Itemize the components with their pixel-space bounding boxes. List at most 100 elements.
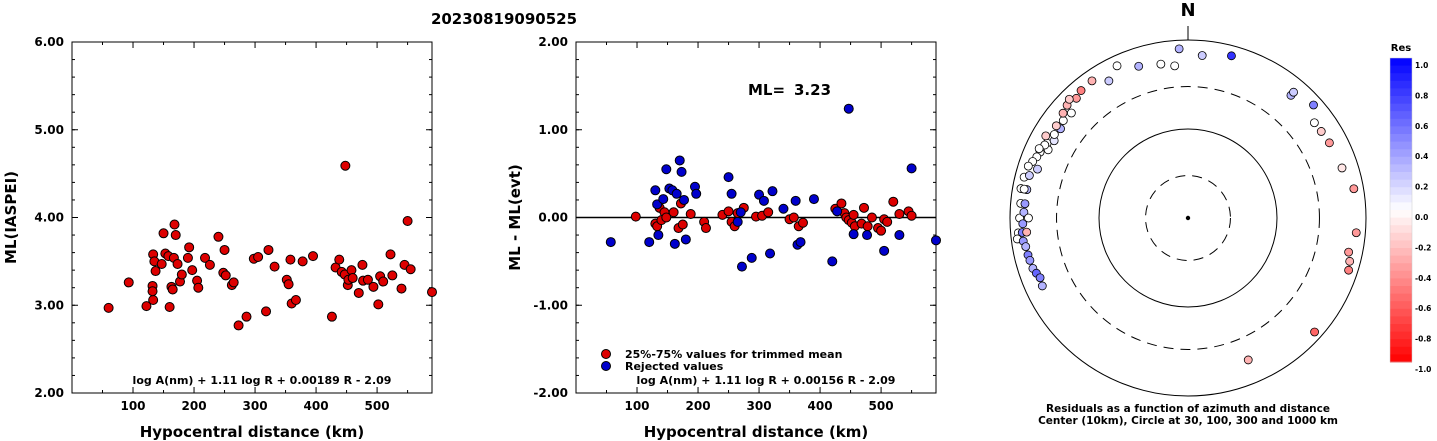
rejected-point	[795, 237, 806, 248]
y-tick-label: -2.00	[533, 386, 568, 400]
azimuth-residual-polar-plot: N Residuals as a function of azimuth and …	[1009, 0, 1431, 427]
ml-data-point	[204, 259, 215, 270]
colorbar-segment	[1390, 187, 1412, 196]
colorbar-tick-label: -0.6	[1415, 304, 1431, 313]
legend-label-trimmed: 25%-75% values for trimmed mean	[625, 348, 842, 361]
ml-data-point	[241, 311, 252, 322]
rejected-point	[605, 237, 616, 248]
station-residual-point	[1020, 199, 1030, 209]
figure-title: 20230819090525	[431, 10, 577, 28]
x-tick-label: 200	[182, 399, 207, 413]
ml-data-point	[334, 254, 345, 265]
rejected-point	[906, 163, 917, 174]
ml-annotation-label: ML=	[748, 81, 785, 99]
rejected-point	[671, 188, 682, 199]
station-residual-point	[1087, 76, 1097, 86]
colorbar-segment	[1390, 179, 1412, 188]
station-residual-point	[1349, 184, 1359, 194]
circle-300km	[1056, 86, 1320, 350]
y-tick-label: 2.00	[34, 386, 64, 400]
ml-data-point	[326, 311, 337, 322]
colorbar-segment	[1390, 324, 1412, 333]
formula-label: log A(nm) + 1.11 log R + 0.00156 R - 2.0…	[637, 374, 896, 387]
formula-label: log A(nm) + 1.11 log R + 0.00189 R - 2.0…	[133, 374, 392, 387]
colorbar-segment	[1390, 149, 1412, 158]
rejected-point	[653, 230, 664, 241]
ml-data-point	[378, 276, 389, 287]
ml-data-point	[405, 264, 416, 275]
x-tick-label: 100	[624, 399, 649, 413]
rejected-point	[808, 194, 819, 205]
station-residual-point	[1019, 184, 1029, 194]
station-residual-point	[1337, 163, 1347, 173]
station-residual-point	[1289, 87, 1298, 97]
x-tick-label: 400	[808, 399, 833, 413]
rejected-point	[661, 164, 672, 175]
station-residual-point	[1174, 44, 1184, 54]
colorbar-segment	[1390, 301, 1412, 310]
ml-data-point	[164, 302, 175, 313]
rejected-point	[862, 230, 873, 241]
station-residual-point	[1021, 242, 1031, 252]
ml-data-point	[167, 284, 178, 295]
colorbar-tick-label: 0.0	[1415, 213, 1428, 222]
colorbar-segment	[1390, 156, 1412, 165]
ml-data-point	[172, 259, 183, 270]
ml-data-point	[228, 277, 239, 288]
colorbar-tick-label: 0.2	[1415, 183, 1428, 192]
y-axis-label: ML(IASPEI)	[2, 171, 20, 264]
y-tick-label: 0.00	[538, 211, 568, 225]
colorbar-segment	[1390, 316, 1412, 325]
colorbar-segment	[1390, 194, 1412, 203]
plot-frame	[71, 41, 433, 394]
station-residual-point	[1309, 118, 1319, 128]
ml-data-point	[187, 265, 198, 276]
colorbar-segment	[1390, 103, 1412, 112]
ml-data-point	[362, 274, 373, 285]
station-residual-point	[1324, 138, 1334, 148]
rejected-point	[758, 195, 769, 206]
x-tick-label: 100	[120, 399, 145, 413]
rejected-point	[767, 186, 778, 197]
rejected-point	[931, 235, 941, 246]
station-residual-point	[1022, 227, 1032, 237]
station-residual-point	[1049, 130, 1059, 139]
colorbar-segment	[1390, 278, 1412, 287]
polar-caption-line1: Residuals as a function of azimuth and d…	[1046, 403, 1330, 415]
station-residual-point	[1076, 86, 1086, 95]
colorbar-segment	[1390, 96, 1412, 105]
colorbar-segment	[1390, 111, 1412, 120]
rejected-point	[735, 207, 746, 218]
x-axis-label: Hypocentral distance (km)	[140, 423, 365, 441]
station-residual-point	[1034, 144, 1044, 154]
circle-30km	[1145, 175, 1231, 261]
trimmed-mean-point	[862, 221, 873, 232]
station-residual-point	[1344, 247, 1354, 257]
ml-data-point	[156, 259, 167, 270]
ml-data-point	[427, 287, 437, 298]
trimmed-mean-point	[788, 212, 799, 223]
trimmed-mean-point	[894, 208, 905, 219]
station-residual-point	[1243, 355, 1253, 365]
ml-data-point	[347, 273, 358, 284]
trimmed-mean-point	[723, 206, 734, 217]
ml-data-point	[290, 294, 301, 305]
rejected-point	[679, 194, 689, 205]
colorbar-tick-label: 0.6	[1415, 122, 1428, 131]
ml-data-point	[283, 279, 294, 290]
north-label: N	[1180, 0, 1195, 21]
colorbar-segment	[1390, 232, 1412, 241]
ml-data-point	[353, 287, 364, 298]
x-tick-label: 400	[304, 399, 329, 413]
rejected-point	[723, 172, 734, 183]
station-residual-point	[1066, 108, 1076, 118]
colorbar-segment	[1390, 354, 1412, 363]
legend-label-rejected: Rejected values	[625, 360, 724, 373]
station-residual-point	[1351, 228, 1361, 238]
ml-data-point	[368, 281, 379, 292]
colorbar-segment	[1390, 164, 1412, 173]
colorbar-tick-label: -0.2	[1415, 243, 1431, 252]
ml-data-point	[285, 254, 296, 265]
ml-data-point	[170, 230, 181, 241]
